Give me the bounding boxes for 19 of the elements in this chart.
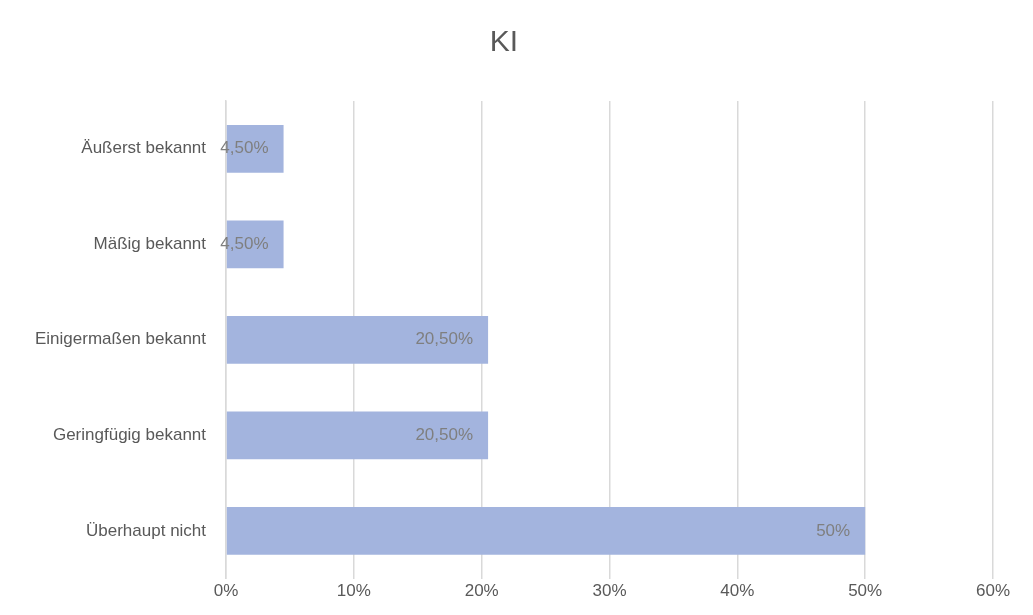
data-label: 50%: [816, 520, 851, 540]
x-tick-label: 30%: [592, 581, 627, 601]
x-tick-label: 60%: [975, 581, 1011, 601]
data-label: 20,50%: [415, 425, 474, 445]
y-tick-label: Mäßig bekannt: [93, 233, 207, 253]
y-tick-label: Äußerst bekannt: [81, 138, 207, 158]
y-tick-label: Einigermaßen bekannt: [35, 329, 207, 349]
y-tick-label: Geringfügig bekannt: [52, 425, 207, 445]
x-tick-label: 20%: [464, 581, 499, 601]
x-tick-label: 0%: [213, 581, 239, 601]
bar: [226, 315, 489, 364]
bar: [226, 506, 866, 555]
x-tick-label: 50%: [848, 581, 883, 601]
y-tick-label: Überhaupt nicht: [86, 520, 207, 540]
x-tick-label: 40%: [720, 581, 755, 601]
data-label: 20,50%: [415, 329, 474, 349]
x-tick-label: 10%: [336, 581, 371, 601]
chart-title: KI: [489, 24, 519, 58]
bar: [226, 411, 489, 460]
